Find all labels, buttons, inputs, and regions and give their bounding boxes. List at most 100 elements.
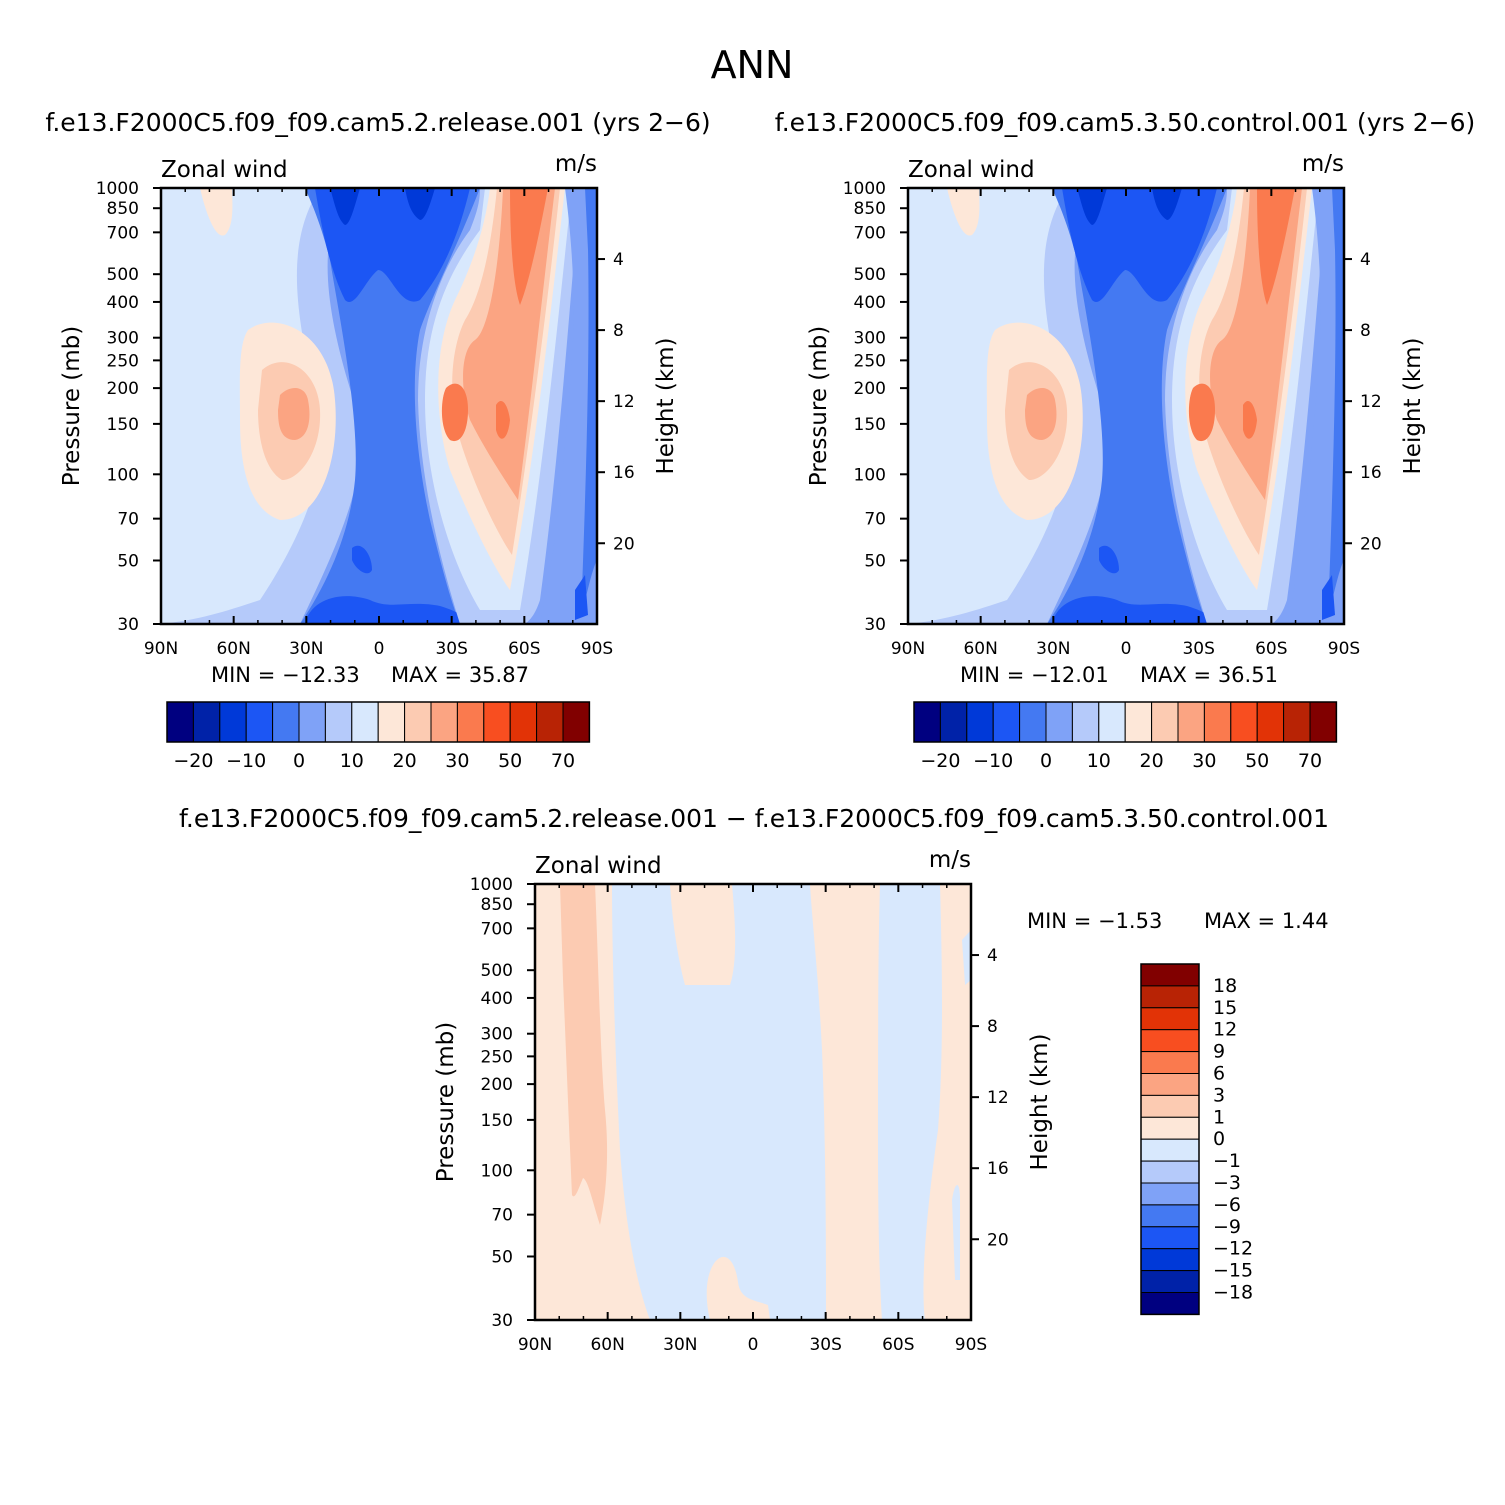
x-tick-label: 60N <box>590 1335 624 1355</box>
colorbar-box <box>456 701 485 743</box>
y-right-tick-label: 16 <box>987 1159 1009 1179</box>
y-tick-label: 400 <box>107 293 139 313</box>
y-right-tick-label: 20 <box>613 534 635 554</box>
colorbar-box <box>1140 1182 1200 1206</box>
x-tick-label: 60N <box>216 639 250 659</box>
y-right-tick-label: 16 <box>613 463 635 483</box>
y-tick-label: 700 <box>481 919 513 939</box>
colorbar-box <box>509 701 538 743</box>
y-right-tick-label: 4 <box>1360 250 1371 270</box>
y-tick-label: 100 <box>481 1161 513 1181</box>
y-tick-label: 70 <box>491 1206 513 1226</box>
colorbar-label: −15 <box>1213 1260 1253 1282</box>
x-tick-label: 90N <box>518 1335 552 1355</box>
colorbar-label: 10 <box>340 750 364 772</box>
x-tick-label: 90S <box>581 639 613 659</box>
panel-units: m/s <box>555 151 597 177</box>
y-tick-label: 500 <box>481 961 513 981</box>
x-tick-label: 30N <box>663 1335 697 1355</box>
y-tick-label: 30 <box>117 615 139 635</box>
colorbar-label: 10 <box>1087 750 1111 772</box>
y-tick-label: 700 <box>107 223 139 243</box>
y-right-tick-label: 12 <box>987 1088 1009 1108</box>
y-tick-label: 30 <box>864 615 886 635</box>
colorbar-box <box>219 701 247 743</box>
min-value: MIN = −12.33 <box>211 663 360 687</box>
y-tick-label: 30 <box>491 1311 513 1331</box>
x-tick-label: 30N <box>289 639 323 659</box>
colorbar-label: 3 <box>1213 1084 1225 1106</box>
panel-2: f.e13.F2000C5.f09_f09.cam5.3.50.control.… <box>775 108 1476 772</box>
colorbar-box <box>272 701 300 743</box>
colorbar-label: 1 <box>1213 1106 1225 1128</box>
y-right-tick-label: 20 <box>987 1230 1009 1250</box>
y-tick-label: 850 <box>481 895 513 915</box>
colorbar-label: −9 <box>1213 1216 1241 1238</box>
x-tick-label: 0 <box>748 1335 759 1355</box>
y-tick-label: 300 <box>481 1025 513 1045</box>
y-tick-label: 300 <box>854 329 886 349</box>
y-right-axis-label: Height (km) <box>653 337 679 474</box>
colorbar-box <box>1098 701 1126 743</box>
y-tick-label: 300 <box>107 329 139 349</box>
colorbar-box <box>1140 1029 1200 1053</box>
colorbar-label: 50 <box>498 750 522 772</box>
colorbar-label: 70 <box>1298 750 1322 772</box>
colorbar-label: 15 <box>1213 997 1237 1019</box>
y-tick-label: 50 <box>864 551 886 571</box>
colorbar-box <box>1140 1051 1200 1074</box>
max-value: MAX = 36.51 <box>1140 663 1278 687</box>
colorbar-box <box>1230 701 1258 743</box>
colorbar-box <box>1140 1138 1200 1162</box>
colorbar-box <box>992 701 1021 743</box>
panel-subtitle-left: Zonal wind <box>161 157 288 183</box>
y-right-tick-label: 20 <box>1360 534 1382 554</box>
colorbar-box <box>1019 701 1047 743</box>
figure-title: ANN <box>711 43 794 87</box>
y-right-tick-label: 4 <box>613 250 624 270</box>
colorbar-label: 30 <box>445 750 469 772</box>
colorbar-box <box>1140 1007 1200 1031</box>
y-tick-label: 50 <box>491 1247 513 1267</box>
colorbar-label: −3 <box>1213 1172 1241 1194</box>
x-tick-label: 60S <box>882 1335 914 1355</box>
y-tick-label: 250 <box>481 1047 513 1067</box>
y-tick-label: 150 <box>107 415 139 435</box>
x-tick-label: 90N <box>144 639 178 659</box>
colorbar-box <box>377 701 406 743</box>
x-tick-label: 60S <box>508 639 540 659</box>
colorbar-box <box>324 701 353 743</box>
colorbar-box <box>1140 1094 1200 1118</box>
colorbar-label: 6 <box>1213 1063 1225 1085</box>
y-right-axis-label: Height (km) <box>1400 337 1426 474</box>
colorbar-box <box>192 701 221 743</box>
colorbar-box <box>1140 1204 1200 1228</box>
colorbar-label: 9 <box>1213 1041 1225 1063</box>
min-value: MIN = −12.01 <box>960 663 1109 687</box>
y-right-tick-label: 12 <box>613 392 635 412</box>
panels: f.e13.F2000C5.f09_f09.cam5.2.release.001… <box>45 108 1475 1355</box>
colorbar-box <box>1256 701 1285 743</box>
y-tick-label: 1000 <box>843 179 886 199</box>
colorbar-label: −18 <box>1213 1282 1253 1304</box>
colorbar-box <box>1151 701 1179 743</box>
colorbar-box <box>1140 1073 1200 1096</box>
y-axis-label: Pressure (mb) <box>59 326 85 486</box>
panel-title: f.e13.F2000C5.f09_f09.cam5.2.release.001… <box>45 108 710 137</box>
panel-title: f.e13.F2000C5.f09_f09.cam5.2.release.001… <box>179 804 1329 833</box>
y-tick-label: 100 <box>107 465 139 485</box>
colorbar-box <box>1140 1116 1200 1140</box>
x-tick-label: 0 <box>1121 639 1132 659</box>
y-right-tick-label: 12 <box>1360 392 1382 412</box>
colorbar-box <box>1140 1270 1200 1293</box>
x-tick-label: 30S <box>1182 639 1214 659</box>
y-right-tick-label: 4 <box>987 946 998 966</box>
y-tick-label: 150 <box>854 415 886 435</box>
panel-diff: f.e13.F2000C5.f09_f09.cam5.2.release.001… <box>179 804 1329 1355</box>
y-right-tick-label: 8 <box>1360 321 1371 341</box>
colorbar-box <box>1071 701 1100 743</box>
panel-subtitle-left: Zonal wind <box>535 853 662 879</box>
y-axis-label: Pressure (mb) <box>433 1022 459 1182</box>
contour-field <box>535 884 971 1320</box>
